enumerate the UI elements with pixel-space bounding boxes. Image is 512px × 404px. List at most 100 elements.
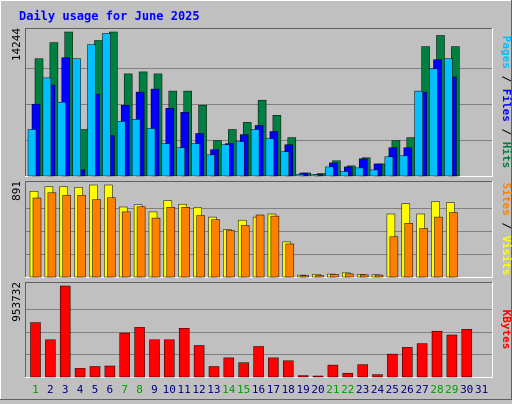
y-tick-label-kbytes: 953732 (10, 282, 23, 322)
x-tick-label: 9 (151, 383, 158, 396)
bar-pages-day-8 (131, 119, 141, 177)
x-tick-label: 20 (311, 383, 324, 396)
bar-pages-day-21 (325, 166, 334, 177)
x-tick-label: 24 (371, 383, 385, 396)
x-tick-label: 2 (47, 383, 54, 396)
legend-separator: / (500, 222, 512, 229)
bar-pages-day-22 (340, 171, 349, 177)
legend-hits: Hits (500, 142, 512, 169)
bar-sites-day-6 (107, 197, 116, 278)
bar-kbytes-day-9 (149, 339, 160, 378)
bar-pages-day-12 (191, 143, 200, 177)
x-tick-label: 5 (92, 383, 99, 396)
legend-kbytes-panel: KBytes (500, 310, 512, 350)
bar-sites-day-22 (345, 273, 354, 278)
bar-kbytes-day-12 (193, 345, 205, 378)
x-tick-label: 22 (341, 383, 354, 396)
x-tick-label: 25 (386, 383, 399, 396)
bar-pages-day-29 (444, 58, 453, 177)
bar-kbytes-day-16 (253, 346, 264, 378)
bar-kbytes-day-19 (297, 375, 309, 378)
bar-pages-day-10 (161, 143, 171, 177)
bar-sites-day-17 (270, 215, 280, 278)
bar-pages-day-25 (384, 156, 394, 177)
x-tick-label: 28 (430, 383, 443, 396)
legend-separator: / (500, 76, 512, 83)
bar-kbytes-day-24 (372, 374, 383, 378)
bar-pages-day-1 (27, 129, 37, 177)
bar-kbytes-day-15 (238, 362, 249, 378)
bar-sites-day-12 (196, 215, 205, 278)
bar-sites-day-20 (315, 275, 324, 278)
bar-sites-day-8 (136, 206, 146, 278)
bar-sites-day-28 (434, 216, 443, 278)
bar-pages-day-27 (414, 90, 423, 177)
bar-kbytes-day-1 (30, 322, 41, 378)
bar-sites-day-23 (359, 274, 369, 278)
bar-kbytes-day-5 (89, 366, 101, 378)
legend-kbytes: KBytes (500, 310, 512, 350)
x-tick-label: 29 (445, 383, 458, 396)
bar-pages-day-17 (265, 138, 275, 177)
bar-kbytes-day-23 (357, 364, 368, 378)
bar-kbytes-day-26 (402, 347, 413, 378)
bar-kbytes-day-11 (178, 328, 190, 378)
bar-sites-day-16 (255, 214, 265, 278)
bar-pages-day-4 (72, 58, 81, 177)
bar-pages-day-23 (354, 167, 364, 177)
legend-visits: Visits (500, 236, 512, 276)
x-tick-label: 14 (222, 383, 236, 396)
bar-sites-day-13 (211, 219, 220, 278)
bar-kbytes-day-4 (74, 368, 86, 378)
x-tick-label: 11 (177, 383, 190, 396)
bar-kbytes-day-21 (327, 364, 339, 378)
x-tick-label: 23 (356, 383, 369, 396)
bar-sites-day-15 (240, 225, 250, 278)
bar-kbytes-day-8 (134, 327, 145, 378)
legend-visits-panel: Sites / Visits (500, 183, 512, 276)
bar-kbytes-day-6 (104, 365, 116, 378)
bar-pages-day-20 (310, 174, 319, 177)
legend-separator: / (500, 129, 512, 136)
bar-sites-day-24 (374, 274, 384, 278)
x-tick-label: 16 (252, 383, 265, 396)
x-tick-label: 18 (282, 383, 295, 396)
bar-kbytes-day-29 (446, 334, 458, 378)
bar-kbytes-day-20 (312, 375, 324, 378)
bar-pages-day-5 (87, 44, 96, 177)
bar-sites-day-11 (181, 207, 190, 278)
bar-sites-day-14 (226, 230, 235, 278)
legend-files: Files (500, 89, 512, 122)
x-tick-label: 27 (415, 383, 428, 396)
side-legend: Pages / Files / Hits Sites / Visits KByt… (500, 36, 512, 350)
bar-kbytes-day-10 (164, 339, 175, 378)
bar-kbytes-day-3 (59, 285, 71, 378)
x-tick-label: 10 (163, 383, 176, 396)
bar-sites-day-21 (330, 274, 339, 278)
bar-kbytes-day-2 (45, 339, 56, 378)
bar-sites-day-29 (449, 212, 458, 278)
bar-pages-day-18 (280, 151, 290, 177)
x-tick-label: 21 (326, 383, 339, 396)
legend-pages: Pages (500, 36, 512, 69)
bar-kbytes-day-17 (268, 357, 279, 378)
bar-kbytes-day-18 (283, 360, 294, 378)
bar-pages-day-2 (42, 77, 52, 177)
bar-pages-day-26 (399, 155, 409, 177)
x-axis-labels: 1 2 3 4 5 6 7 8 9 10 11 12 13 14 15 16 17 18 19 20 21 22 23 24 2… (32, 383, 488, 396)
legend-sites: Sites (500, 183, 512, 216)
bar-pages-day-15 (235, 141, 245, 177)
bar-sites-day-5 (92, 199, 101, 278)
x-tick-label: 3 (62, 383, 69, 396)
x-tick-label: 26 (401, 383, 414, 396)
bar-sites-day-4 (77, 195, 86, 278)
x-tick-label: 7 (121, 383, 128, 396)
x-tick-label: 31 (475, 383, 488, 396)
bar-sites-day-27 (419, 228, 428, 278)
y-tick-label-hits: 14244 (10, 28, 23, 61)
bar-pages-day-14 (221, 144, 230, 177)
bar-pages-day-24 (369, 169, 379, 177)
bar-pages-day-19 (295, 174, 304, 177)
